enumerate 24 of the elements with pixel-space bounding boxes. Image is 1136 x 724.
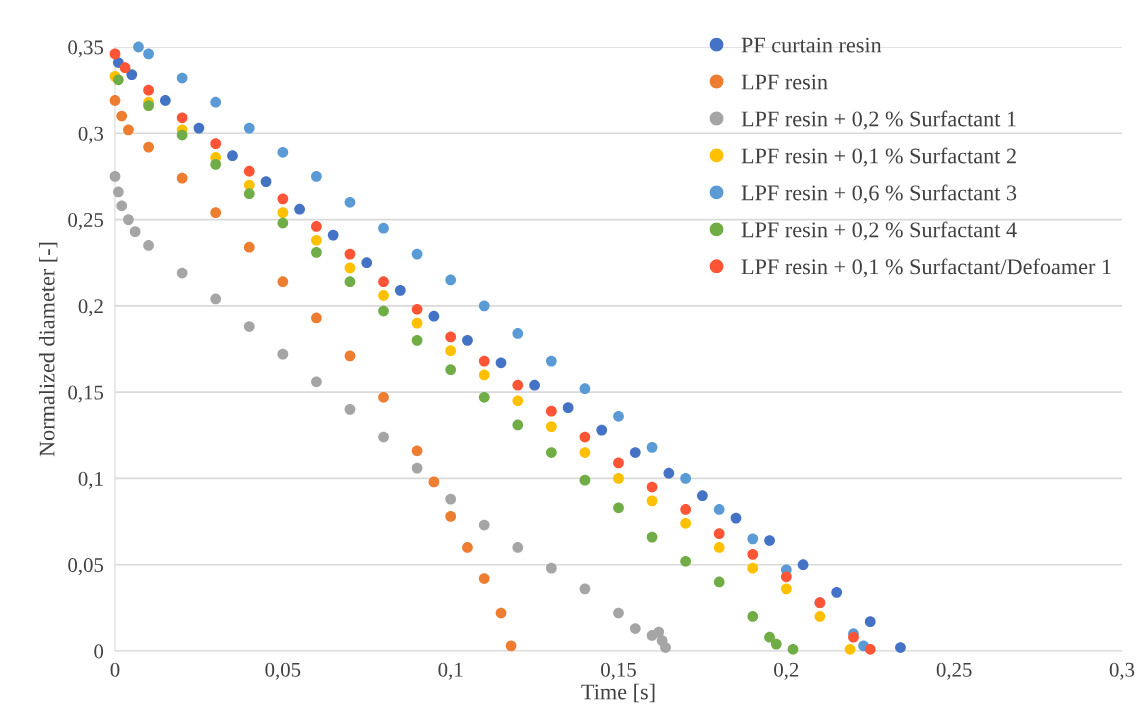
x-tick-label: 0,25 (936, 662, 972, 680)
legend-label: LPF resin (741, 74, 828, 90)
x-axis-title: Time [s] (581, 683, 655, 703)
x-tick-label: 0 (110, 662, 120, 677)
legend-label: LPF resin + 0,6 % Surfactant 3 (741, 184, 1017, 204)
legend-label: LPF resin + 0,1 % Surfactant 2 (741, 147, 1016, 167)
x-tick-label: 0,1 (438, 662, 463, 680)
y-tick-label: 0,25 (68, 212, 104, 230)
legend-label: LPF resin + 0,1 % Surfactant/Defoamer 1 (741, 258, 1111, 278)
y-tick-label: 0,2 (78, 299, 103, 317)
y-tick-label: 0,15 (68, 385, 104, 403)
y-tick-label: 0,3 (78, 126, 104, 144)
y-tick-label: 0,1 (78, 471, 103, 489)
x-tick-label: 0,05 (265, 662, 301, 680)
x-tick-label: 0,15 (601, 662, 636, 680)
y-axis-title: Normalized diameter [-] (38, 242, 58, 457)
x-tick-label: 0,3 (1109, 662, 1135, 680)
y-tick-label: 0,35 (68, 40, 104, 58)
y-tick-label: 0,05 (68, 558, 104, 576)
y-tick-label: 0 (94, 644, 104, 659)
legend-label: LPF resin + 0,2 % Surfactant 1 (741, 110, 1016, 130)
legend-label: PF curtain resin (741, 37, 882, 53)
legend-label: LPF resin + 0,2 % Surfactant 4 (741, 221, 1017, 241)
x-tick-label: 0,2 (774, 662, 799, 680)
